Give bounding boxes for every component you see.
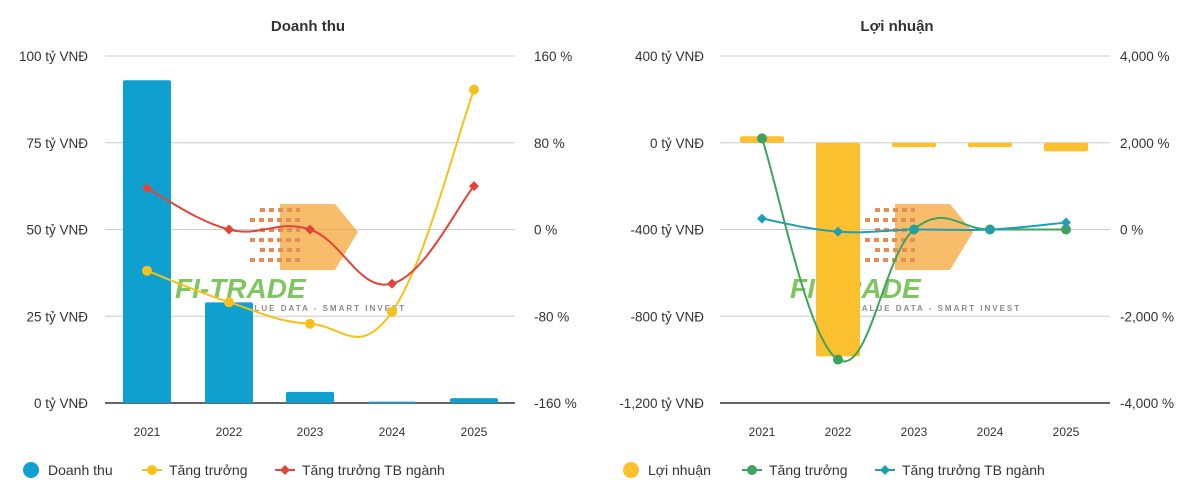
point-marker-2024 [985, 224, 995, 235]
legend-item[interactable]: Tăng trưởng TB ngành [275, 462, 445, 478]
point-marker-2022 [833, 354, 843, 365]
y-right-tick: 80 % [534, 136, 565, 151]
chart-doanh-thu: Doanh thu 100 tỷ VNĐ 160 % 75 tỷ VNĐ 80 % 50 … [19, 18, 577, 478]
x-tick: 2021 [134, 425, 161, 439]
legend-label: Tăng trưởng [169, 462, 247, 478]
point-marker-2025 [1061, 217, 1071, 228]
bar-2024 [968, 142, 1012, 148]
y-right-tick: -80 % [534, 309, 569, 324]
x-tick: 2024 [977, 425, 1004, 439]
x-tick: 2022 [825, 425, 852, 439]
y-left-tick: 25 tỷ VNĐ [26, 309, 88, 324]
point-marker-2021 [757, 213, 767, 224]
y-left-tick: -1,200 tỷ VNĐ [619, 396, 704, 411]
legend-item[interactable]: Tăng trưởng [742, 462, 847, 478]
watermark-brand: FI-TRADE [175, 273, 307, 304]
bar-2025 [450, 398, 498, 403]
legend-item[interactable]: Doanh thu [23, 462, 113, 478]
legend-bar-icon [23, 462, 39, 478]
bar-2025 [1044, 142, 1088, 152]
point-marker-2024 [387, 306, 397, 317]
point-marker-2022 [224, 224, 234, 235]
bar-2022 [205, 302, 253, 403]
series-line [146, 89, 475, 338]
y-right-tick: 4,000 % [1120, 49, 1170, 64]
y-left-tick: -400 tỷ VNĐ [630, 223, 704, 238]
y-right-tick: 0 % [534, 223, 557, 238]
y-left-tick: 0 tỷ VNĐ [34, 396, 88, 411]
point-marker-2022 [224, 297, 234, 308]
x-tick: 2024 [379, 425, 406, 439]
bar-2023 [892, 142, 936, 148]
x-tick: 2025 [1053, 425, 1080, 439]
x-tick: 2023 [297, 425, 324, 439]
x-tick: 2021 [749, 425, 776, 439]
bar-2024 [368, 401, 416, 404]
y-right-tick: -2,000 % [1120, 309, 1174, 324]
legend-bar-icon [623, 462, 639, 478]
x-tick: 2023 [901, 425, 928, 439]
point-marker-2021 [142, 183, 152, 194]
bar-2022 [816, 142, 860, 357]
chart-loi-nhuan: Lợi nhuận 400 tỷ VNĐ 4,000 % 0 tỷ VNĐ 2,000 … [619, 18, 1174, 478]
y-right-tick: -160 % [534, 396, 577, 411]
point-marker-2024 [387, 278, 397, 289]
bar-2023 [286, 391, 334, 403]
point-marker-2025 [469, 84, 479, 95]
point-marker-2025 [1061, 224, 1071, 235]
y-left-tick: 0 tỷ VNĐ [650, 136, 704, 151]
y-left-tick: 50 tỷ VNĐ [26, 223, 88, 238]
chart-title: Lợi nhuận [860, 18, 933, 35]
y-left-tick: -800 tỷ VNĐ [630, 309, 704, 324]
legend-label: Tăng trưởng TB ngành [902, 462, 1045, 478]
x-tick: 2022 [216, 425, 243, 439]
legend-item[interactable]: Lợi nhuận [623, 462, 711, 478]
y-right-tick: -4,000 % [1120, 396, 1174, 411]
legend-label: Tăng trưởng [769, 462, 847, 478]
legend-label: Doanh thu [48, 462, 113, 478]
legend-item[interactable]: Tăng trưởng [142, 462, 247, 478]
point-marker-2021 [142, 265, 152, 276]
legend-diamond-icon [880, 465, 890, 475]
legend-label: Tăng trưởng TB ngành [302, 462, 445, 478]
point-marker-2022 [833, 226, 843, 237]
y-right-tick: 160 % [534, 49, 572, 64]
point-marker-2023 [909, 224, 919, 235]
y-left-tick: 100 tỷ VNĐ [19, 49, 88, 64]
y-left-tick: 75 tỷ VNĐ [26, 136, 88, 151]
legend-label: Lợi nhuận [648, 462, 711, 478]
chart-title: Doanh thu [271, 18, 345, 35]
watermark-tagline: VALUE DATA - SMART INVEST [855, 304, 1021, 313]
legend-circle-icon [147, 465, 157, 475]
point-marker-2021 [757, 133, 767, 144]
point-marker-2025 [469, 181, 479, 192]
y-right-tick: 2,000 % [1120, 136, 1170, 151]
point-marker-2023 [305, 318, 315, 329]
series-line [146, 185, 475, 286]
legend-item[interactable]: Tăng trưởng TB ngành [875, 462, 1045, 478]
bar-2021 [123, 80, 171, 403]
watermark-tagline: VALUE DATA - SMART INVEST [240, 304, 406, 313]
x-tick: 2025 [461, 425, 488, 439]
y-left-tick: 400 tỷ VNĐ [635, 49, 704, 64]
legend-diamond-icon [280, 465, 290, 475]
legend-circle-icon [747, 465, 757, 475]
point-marker-2023 [305, 224, 315, 235]
y-right-tick: 0 % [1120, 223, 1143, 238]
